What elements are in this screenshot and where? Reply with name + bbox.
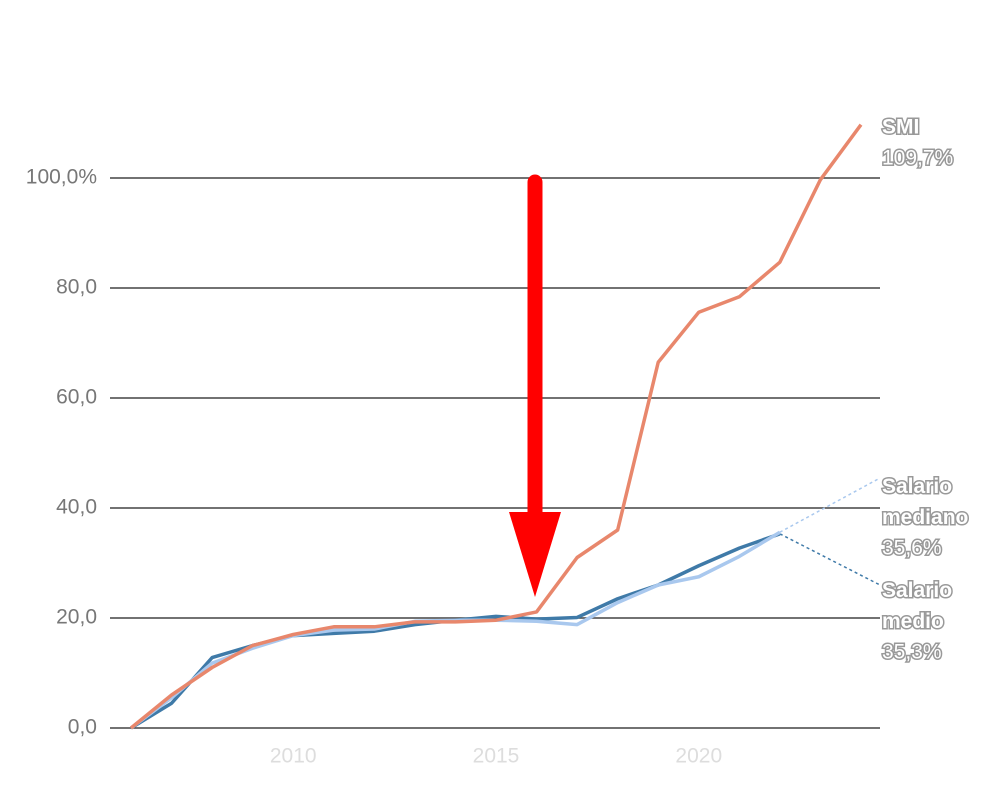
y-tick-label: 0,0: [68, 716, 97, 739]
series-label: SMI: [882, 116, 919, 139]
series-line: [129, 530, 781, 730]
series-line: [130, 532, 781, 730]
value-label: 109,7%: [882, 147, 953, 170]
series-label: Salario mediano: [882, 475, 968, 529]
y-tick-label: 40,0: [56, 496, 97, 519]
y-tick-label: 60,0: [56, 386, 97, 409]
lines: [129, 123, 881, 730]
y-tick-label: 80,0: [56, 276, 97, 299]
x-tick-label: 2010: [270, 745, 317, 768]
y-tick-label: 100,0%: [26, 166, 97, 189]
series-line: [129, 123, 863, 730]
value-label: 35,6%: [882, 537, 942, 560]
projection-line: [779, 533, 881, 586]
projection-line: [779, 477, 881, 533]
value-label: 35,3%: [882, 641, 942, 664]
series-label: Salario medio: [882, 579, 952, 633]
arrow-head: [509, 512, 561, 597]
arrow: [509, 174, 561, 597]
x-tick-label: 2020: [675, 745, 722, 768]
grid: [110, 177, 880, 729]
x-tick-label: 2015: [473, 745, 520, 768]
y-tick-label: 20,0: [56, 606, 97, 629]
